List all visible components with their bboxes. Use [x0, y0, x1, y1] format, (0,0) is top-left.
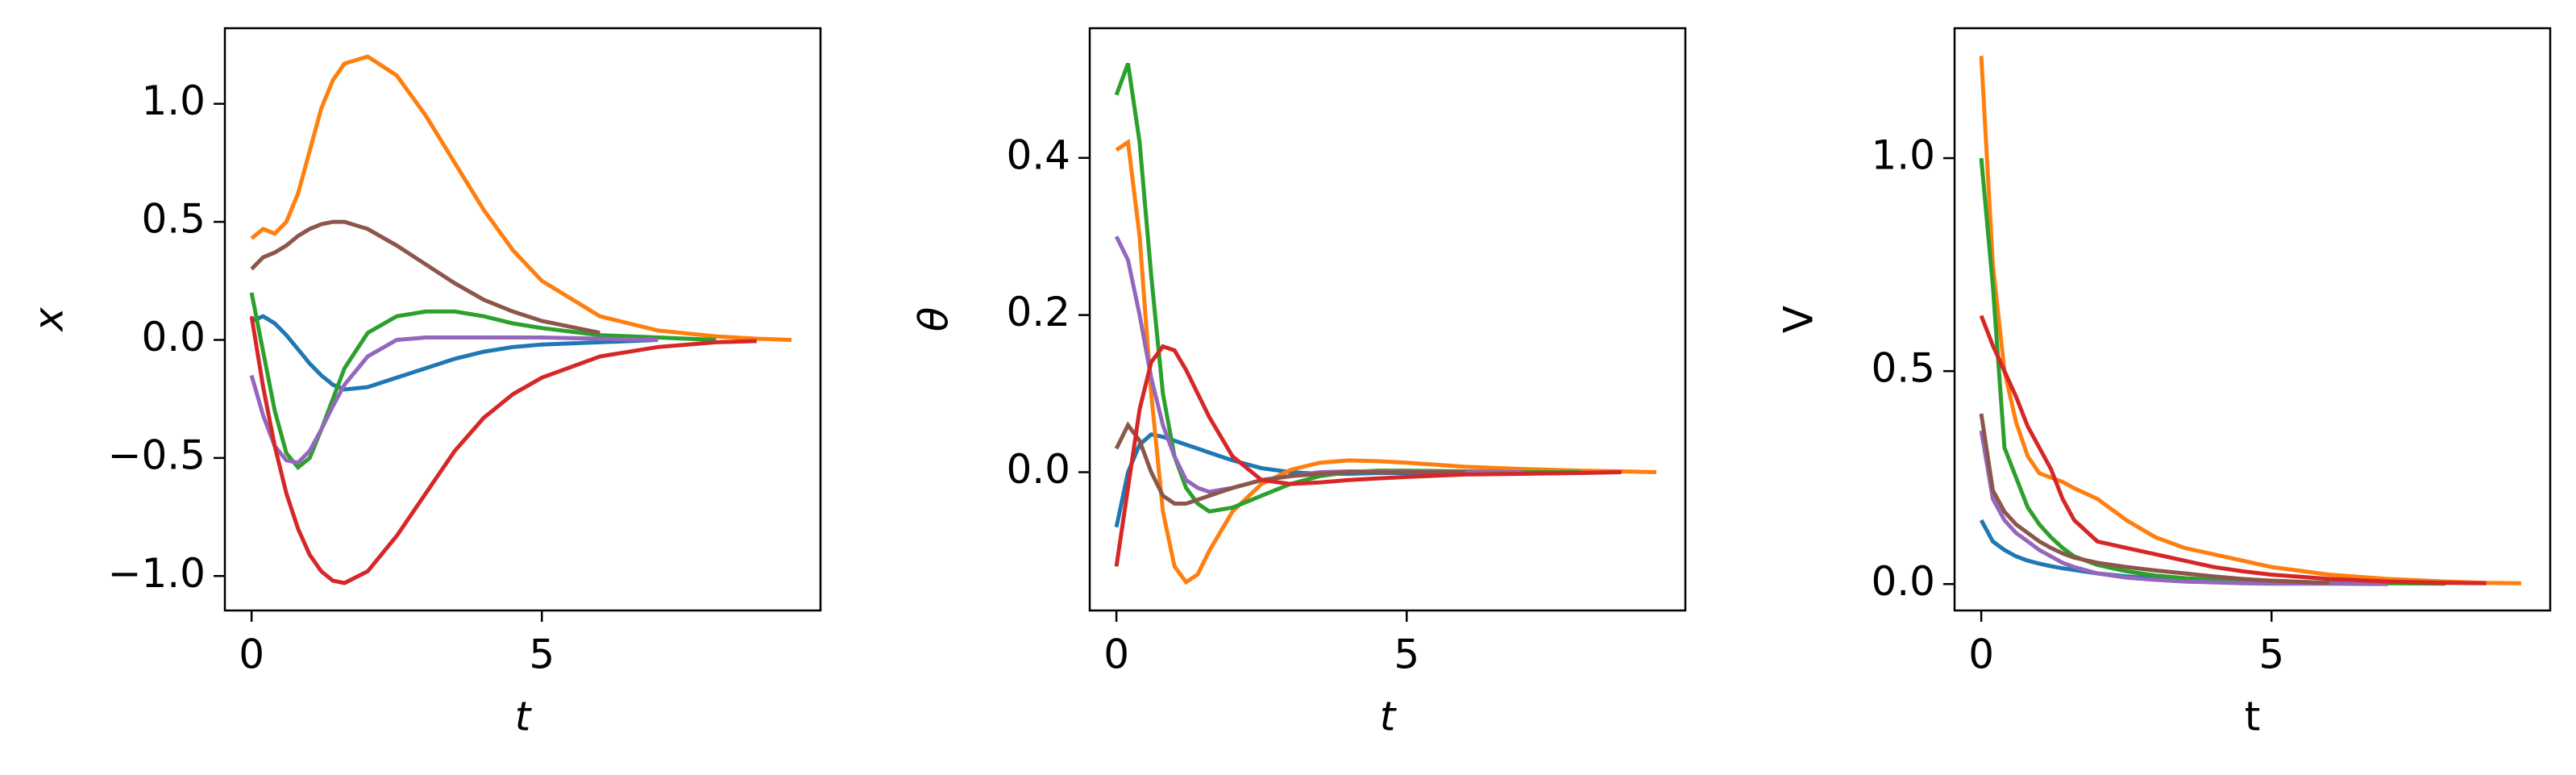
- y-axis-label: x: [26, 307, 73, 333]
- x-tick-label: 5: [1394, 631, 1419, 678]
- y-axis-label: θ: [911, 307, 958, 332]
- x-tick-label: 0: [239, 631, 264, 678]
- x-axis-label: t: [2245, 694, 2261, 740]
- y-tick-label: 0.0: [141, 314, 206, 360]
- line: [251, 314, 659, 392]
- x-axis-label: t: [515, 694, 533, 740]
- x-tick-label: 0: [1968, 631, 1994, 678]
- line: [250, 219, 600, 335]
- x-tick-label: 5: [529, 631, 555, 678]
- line: [249, 335, 659, 465]
- y-tick-label: 1.0: [141, 77, 206, 124]
- line: [1115, 138, 1657, 585]
- line: [1979, 157, 2446, 586]
- axes-frame: [223, 27, 822, 612]
- line: [250, 54, 792, 342]
- subplot: −1.0 −0.5 0.0 0.5 1.0 0 5 t x: [26, 27, 822, 740]
- line: [1979, 413, 2330, 585]
- x-tick-label: 0: [1103, 631, 1129, 678]
- y-tick-label: 0.2: [1006, 289, 1070, 335]
- line: [1979, 430, 2388, 586]
- x-tick-label: 5: [2258, 631, 2284, 678]
- subplot: 0.0 0.2 0.4 0 5 t θ: [911, 27, 1687, 740]
- line: [1979, 315, 2487, 585]
- axes-frame: [1953, 27, 2552, 612]
- y-tick-label: 0.5: [141, 196, 206, 243]
- line: [1979, 56, 2522, 585]
- y-axis-label: V: [1776, 306, 1822, 333]
- y-tick-label: 0.4: [1006, 131, 1070, 178]
- line: [1114, 344, 1622, 567]
- y-tick-label: −0.5: [108, 431, 206, 478]
- y-tick-label: 0.5: [1871, 345, 1935, 392]
- axes-frame: [1088, 27, 1687, 612]
- line: [1114, 421, 1465, 506]
- y-tick-label: 0.0: [1006, 446, 1070, 493]
- line: [249, 315, 757, 585]
- line: [249, 292, 717, 471]
- y-tick-label: −1.0: [108, 550, 206, 597]
- x-axis-label: t: [1380, 694, 1398, 740]
- line: [1114, 235, 1523, 494]
- subplot: 0.0 0.5 1.0 0 5 t V: [1776, 27, 2552, 740]
- y-tick-label: 0.0: [1871, 558, 1935, 605]
- y-tick-label: 1.0: [1871, 132, 1935, 179]
